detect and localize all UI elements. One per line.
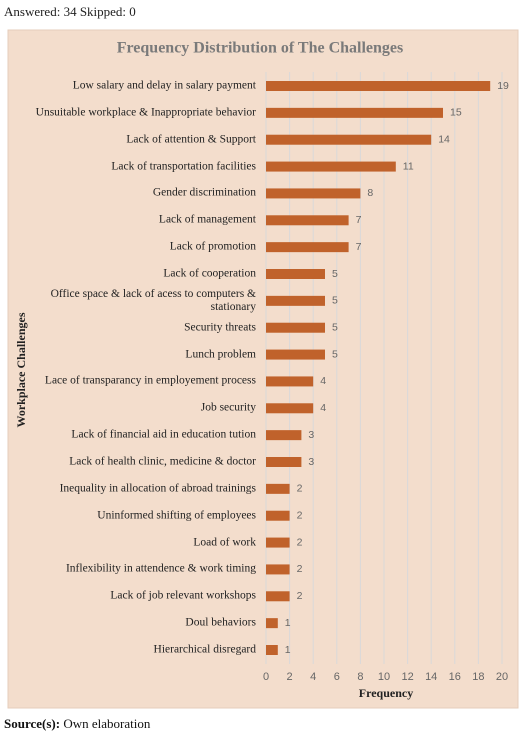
x-tick-label: 16 xyxy=(449,671,461,683)
y-tick-label: Security threats xyxy=(184,321,256,334)
y-tick-label: Low salary and delay in salary payment xyxy=(72,79,256,92)
value-label: 2 xyxy=(297,509,303,521)
y-axis-label: Workplace Challenges xyxy=(14,312,28,427)
x-tick-label: 8 xyxy=(357,671,363,683)
y-tick-label: Lunch problem xyxy=(185,348,256,361)
y-tick-label: Load of work xyxy=(193,536,256,549)
value-label: 5 xyxy=(332,268,338,280)
value-label: 5 xyxy=(332,348,338,360)
bar xyxy=(266,242,349,253)
y-tick-label: Lack of financial aid in education tutio… xyxy=(71,428,256,441)
x-tick-label: 0 xyxy=(263,671,269,683)
bar xyxy=(266,483,290,494)
y-tick-label: Lack of management xyxy=(158,213,256,226)
x-tick-label: 14 xyxy=(425,671,437,683)
bar xyxy=(266,107,443,118)
bar xyxy=(266,322,325,333)
bar xyxy=(266,645,278,655)
x-tick-label: 12 xyxy=(401,671,413,683)
bar xyxy=(266,591,290,602)
y-tick-label: Uninformed shifting of employees xyxy=(97,509,256,522)
bar xyxy=(266,349,325,360)
header: Answered: 34 Skipped: 0 xyxy=(4,4,136,19)
y-tick-label: Unsuitable workplace & Inappropriate beh… xyxy=(35,106,256,119)
value-label: 3 xyxy=(308,429,314,441)
value-label: 2 xyxy=(297,536,303,548)
y-tick-label: Lack of job relevant workshops xyxy=(110,589,256,602)
bar xyxy=(266,134,432,145)
value-label: 19 xyxy=(497,80,509,92)
bar xyxy=(266,430,302,441)
x-tick-label: 10 xyxy=(378,671,390,683)
value-label: 2 xyxy=(297,483,303,495)
value-label: 2 xyxy=(297,590,303,602)
value-label: 7 xyxy=(356,214,362,226)
y-tick-label: Doul behaviors xyxy=(185,616,256,629)
x-tick-label: 6 xyxy=(334,671,340,683)
footer-text: Own elaboration xyxy=(63,716,151,731)
bar xyxy=(266,188,361,199)
value-label: 1 xyxy=(285,644,291,656)
y-tick-label: Lack of transportation facilities xyxy=(111,160,256,173)
value-label: 15 xyxy=(450,107,462,119)
chart-title: Frequency Distribution of The Challenges xyxy=(117,40,404,57)
bar xyxy=(266,510,290,521)
bar xyxy=(266,215,349,226)
y-tick-label: Inequality in allocation of abroad train… xyxy=(59,482,256,495)
value-label: 5 xyxy=(332,295,338,307)
footer: Source(s): Own elaboration xyxy=(4,716,150,732)
value-label: 14 xyxy=(438,133,450,145)
x-tick-label: 4 xyxy=(310,671,316,683)
footer-label: Source(s): xyxy=(4,716,61,731)
x-tick-label: 20 xyxy=(496,671,508,683)
bar xyxy=(266,403,314,414)
value-label: 3 xyxy=(308,456,314,468)
y-tick-label: Hierarchical disregard xyxy=(153,643,256,656)
y-tick-label: Inflexibility in attendence & work timin… xyxy=(65,562,256,575)
y-tick-label: Lack of attention & Support xyxy=(126,133,256,146)
bar xyxy=(266,376,314,387)
x-tick-label: 2 xyxy=(287,671,293,683)
y-tick-label: Gender discrimination xyxy=(152,186,256,199)
bar xyxy=(266,81,491,91)
bar xyxy=(266,457,302,467)
value-label: 8 xyxy=(367,187,373,199)
y-tick-label: Lace of transparancy in employement proc… xyxy=(44,374,256,387)
x-tick-label: 18 xyxy=(472,671,484,683)
value-label: 1 xyxy=(285,617,291,629)
bar xyxy=(266,269,325,279)
y-tick-label: Lack of health clinic, medicine & doctor xyxy=(69,455,256,468)
bar xyxy=(266,295,325,306)
value-label: 4 xyxy=(320,375,326,387)
bar xyxy=(266,161,396,172)
value-label: 2 xyxy=(297,563,303,575)
bar xyxy=(266,618,278,629)
bar xyxy=(266,537,290,548)
value-label: 4 xyxy=(320,402,326,414)
value-label: 5 xyxy=(332,321,338,333)
value-label: 11 xyxy=(403,160,414,172)
y-tick-label: Lack of cooperation xyxy=(163,267,256,280)
y-tick-label: Office space & lack of acess to computer… xyxy=(50,287,256,313)
bar xyxy=(266,564,290,575)
x-axis-label: Frequency xyxy=(359,686,413,700)
chart-panel xyxy=(7,29,519,709)
y-tick-label: Lack of promotion xyxy=(169,240,256,253)
y-tick-label: Job security xyxy=(200,401,256,414)
value-label: 7 xyxy=(356,241,362,253)
